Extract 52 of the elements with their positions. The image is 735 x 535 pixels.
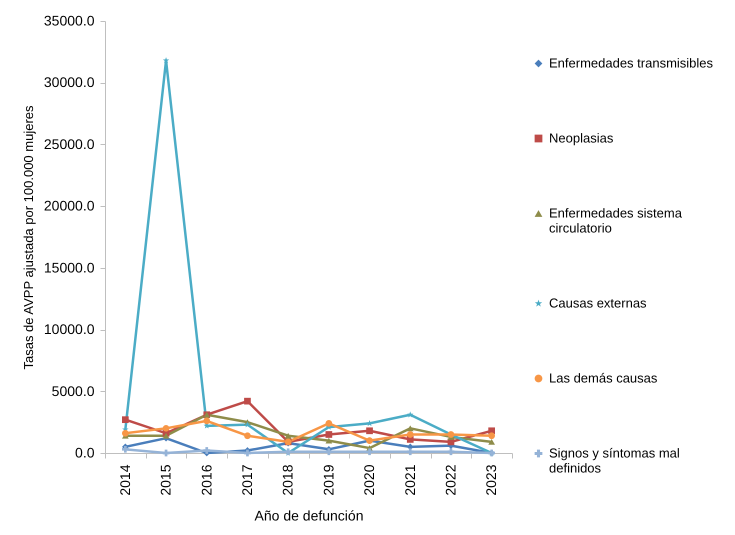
y-tick-label: 20000.0 [44,198,95,214]
legend-label: Signos y síntomas mal definidos [549,446,680,476]
point [122,446,129,453]
y-tick-label: 25000.0 [44,136,95,152]
point [488,432,496,440]
x-tick-label: 2021 [402,464,418,496]
y-axis-title: Tasas de AVPP ajustada por 100.000 mujeres [20,104,36,370]
point [244,398,251,405]
point [162,450,170,456]
point [325,431,332,438]
point [162,424,170,432]
point [244,450,251,456]
point [244,432,251,440]
point [448,448,454,456]
point [122,430,129,437]
legend-label: Las demás causas [549,370,658,386]
point [284,432,292,439]
point [325,438,332,444]
x-tick-label: 2018 [280,464,296,496]
point [407,411,414,418]
point [203,418,210,424]
x-tick-label: 2020 [361,464,378,496]
point [325,448,332,456]
point [325,420,332,427]
point [203,447,210,454]
legend-label: Enfermedades transmisibles [549,56,714,70]
point [122,416,129,424]
point [162,57,170,64]
y-tick-label: 10000.0 [44,321,95,338]
point [406,431,414,438]
point [406,448,414,456]
legend-label: Neoplasias [549,130,614,146]
x-tick-label: 2022 [442,464,458,496]
point [366,448,373,456]
legend-label: Causas externas [549,296,648,310]
y-tick-label: 0.0 [75,444,95,460]
x-tick-label: 2014 [116,464,133,496]
y-tick-label: 30000.0 [44,74,95,90]
point [162,432,170,439]
point [366,427,373,434]
x-tick-label: 2017 [238,464,255,496]
y-tick-label: 5000.0 [52,382,95,399]
point [406,425,414,432]
legend-label: Enfermedades sistema circulatorio [549,206,683,236]
x-tick-label: 2016 [198,464,214,496]
x-tick-label: 2015 [158,464,174,496]
point [488,438,496,445]
y-tick-label: 15000.0 [44,259,95,276]
y-tick-label: 35000.0 [44,12,95,28]
x-tick-label: 2019 [320,464,336,496]
x-tick-label: 2023 [483,464,500,496]
x-axis-title: Año de defunción [254,508,364,524]
